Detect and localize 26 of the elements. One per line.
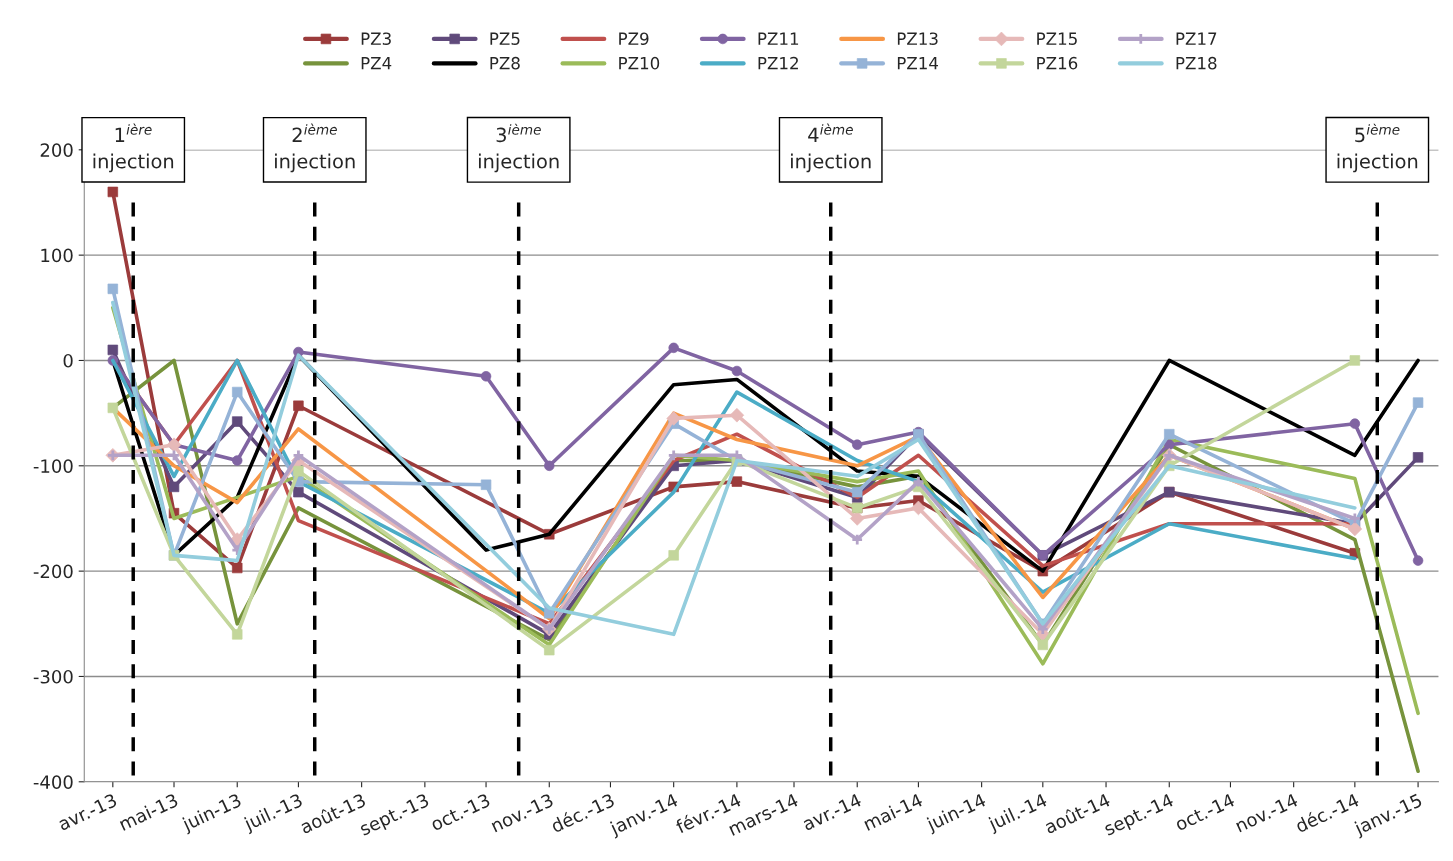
legend-label: PZ14 xyxy=(897,57,939,70)
legend-label: PZ9 xyxy=(619,32,649,45)
y-tick-label: -300 xyxy=(33,669,73,684)
legend-label: PZ12 xyxy=(758,56,798,70)
legend-label: PZ13 xyxy=(897,32,938,45)
y-tick-label: 0 xyxy=(63,353,73,368)
y-tick-label: -400 xyxy=(33,775,73,789)
text: 5$^{ième}$ injection xyxy=(1337,123,1418,173)
y-tick-label: -200 xyxy=(33,564,73,579)
legend-label: PZ4 xyxy=(361,57,392,70)
legend-label: PZ16 xyxy=(1037,56,1078,70)
y-tick-label: 200 xyxy=(40,143,73,157)
legend-label: PZ17 xyxy=(1176,32,1217,45)
text: 3$^{ième}$ injection xyxy=(479,123,559,173)
legend-label: PZ3 xyxy=(361,32,391,45)
legend-label: PZ15 xyxy=(1037,32,1077,45)
text: 2$^{ième}$ injection xyxy=(275,123,355,173)
legend-label: PZ18 xyxy=(1176,56,1217,70)
text: 4$^{ième}$ injection xyxy=(791,123,871,173)
legend-label: PZ8 xyxy=(490,56,520,70)
text: 1$^{ière}$ injection xyxy=(93,123,174,173)
y-tick-label: -100 xyxy=(33,459,73,473)
legend-label: PZ5 xyxy=(490,32,520,45)
y-tick-label: 100 xyxy=(41,248,73,263)
legend-label: PZ10 xyxy=(619,56,660,70)
legend-label: PZ11 xyxy=(758,32,799,45)
